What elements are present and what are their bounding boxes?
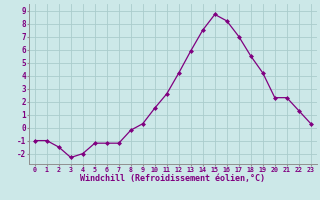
X-axis label: Windchill (Refroidissement éolien,°C): Windchill (Refroidissement éolien,°C) (80, 174, 265, 183)
